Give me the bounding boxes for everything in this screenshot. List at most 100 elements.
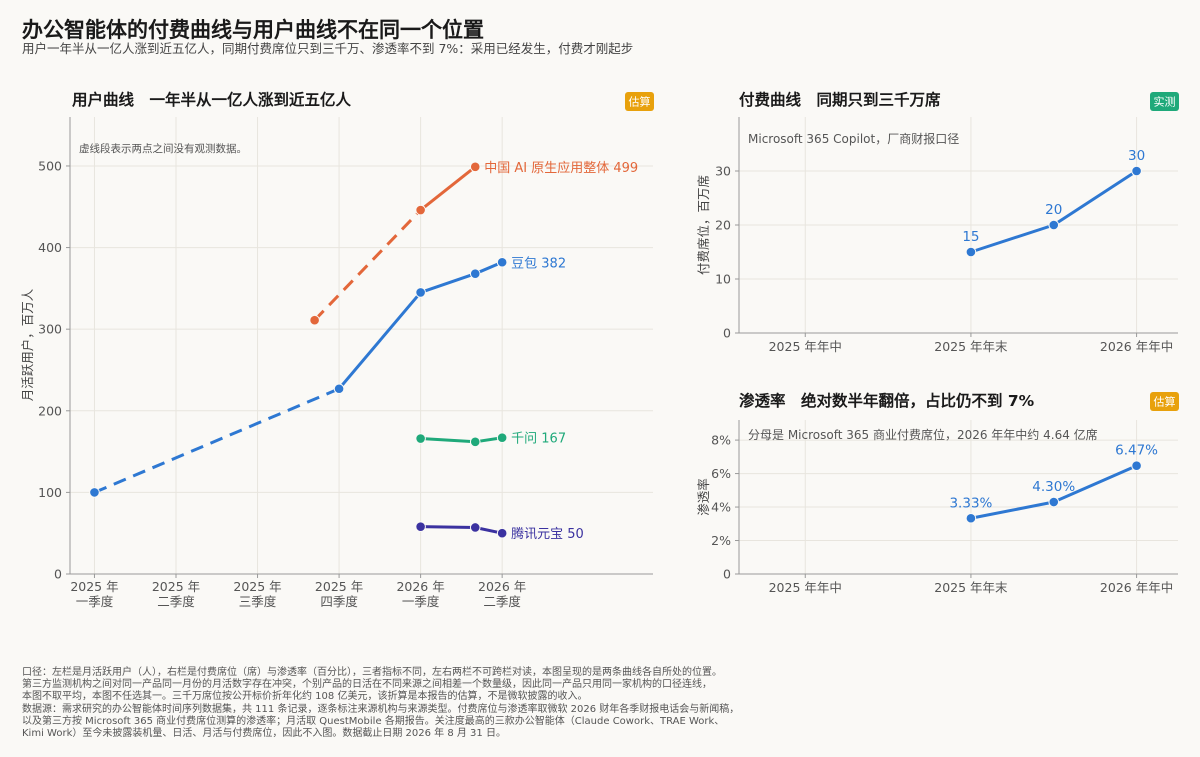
data-point <box>415 521 426 532</box>
x-tick-label-line: 2026 年 <box>478 579 526 594</box>
x-tick-label: 2025 年二季度 <box>152 579 200 609</box>
footer-line: 口径：左栏是月活跃用户（人），右栏是付费席位（席）与渗透率（百分比），三者指标不… <box>22 667 722 678</box>
panel-title: 用户曲线 一年半从一亿人涨到近五亿人 <box>72 90 352 109</box>
panel-title: 付费曲线 同期只到三千万席 <box>739 90 941 109</box>
x-tick-label-line: 三季度 <box>239 594 277 609</box>
data-point <box>965 512 977 524</box>
x-tick-label-line: 一季度 <box>76 594 114 609</box>
footer-line: 第三方监测机构之间对同一产品同一月份的月活数字存在冲突，个别产品的日活在不同来源… <box>22 679 712 691</box>
panel-note: 虚线段表示两点之间没有观测数据。 <box>79 142 247 155</box>
data-point <box>415 287 426 298</box>
footer-line: 数据源：需求研究的办公智能体时间序列数据集，共 111 条记录，逐条标注来源机构… <box>22 703 740 715</box>
y-tick-label: 10 <box>715 272 731 287</box>
panel-penetration: 0 2% 4% 6% 8% 2025 年年中 2025 年年末 2026 年年中 渗透率 绝对数… <box>696 391 1179 595</box>
x-tick-label: 2026 年二季度 <box>478 579 526 609</box>
x-tick-label: 2025 年年中 <box>769 339 842 354</box>
x-tick-label: 2025 年年末 <box>934 339 1008 354</box>
panel-badge-label: 估算 <box>1154 395 1176 409</box>
y-tick-label: 20 <box>715 218 731 233</box>
y-tick-label: 300 <box>38 322 62 337</box>
x-tick-label: 2025 年年中 <box>769 580 842 595</box>
panel-note: 分母是 Microsoft 365 商业付费席位，2026 年年中约 4.64 … <box>748 427 1098 442</box>
y-tick-label: 0 <box>723 567 731 582</box>
y-axis-title: 付费席位，百万席 <box>696 175 711 275</box>
data-label: 30 <box>1128 148 1145 164</box>
footer-line: 本图不取平均，本图不任选其一。三千万席位按公开标价折年化约 108 亿美元，该折… <box>22 691 588 703</box>
panel-note: Microsoft 365 Copilot，厂商财报口径 <box>748 131 959 146</box>
series-line-dashed <box>313 208 422 322</box>
x-tick-label-line: 2025 年 <box>152 579 200 594</box>
data-point <box>469 522 481 533</box>
x-tick-label-line: 2025 年 <box>233 579 281 594</box>
data-point <box>309 314 320 326</box>
x-tick-label: 2025 年年末 <box>934 580 1008 595</box>
data-point <box>415 433 426 444</box>
series-end-label: 腾讯元宝 50 <box>511 526 584 542</box>
chart-title: 办公智能体的付费曲线与用户曲线不在同一个位置 <box>22 18 484 42</box>
x-tick-label-line: 二季度 <box>483 594 521 609</box>
x-tick-label-line: 2025 年 <box>315 579 363 594</box>
data-point <box>496 256 508 268</box>
series-line <box>420 436 503 444</box>
y-tick-label: 8% <box>711 433 731 448</box>
data-point <box>1048 219 1060 231</box>
panel-badge <box>1150 392 1179 411</box>
x-tick-label-line: 2026 年 <box>396 579 444 594</box>
series-line <box>337 260 503 390</box>
data-label: 6.47% <box>1115 443 1158 459</box>
panel-title: 渗透率 绝对数半年翻倍，占比仍不到 7% <box>739 391 1035 410</box>
x-tick-label: 2026 年年中 <box>1100 339 1173 354</box>
x-tick-label: 2025 年一季度 <box>70 579 118 609</box>
series-line <box>420 525 503 535</box>
data-label: 20 <box>1045 202 1062 218</box>
y-tick-label: 0 <box>54 567 62 582</box>
panel-seats: 0 10 20 30 2025 年年中 2025 年年末 2026 年年中 付费曲线 同期只到… <box>696 90 1179 354</box>
y-tick-label: 6% <box>711 466 731 481</box>
data-point <box>965 246 977 258</box>
x-tick-label-line: 2025 年 <box>70 579 118 594</box>
footer-line: 以及第三方按 Microsoft 365 商业付费席位测算的渗透率；月活取 Qu… <box>22 715 725 727</box>
data-point <box>469 436 481 448</box>
data-point <box>496 432 508 444</box>
y-tick-label: 30 <box>715 164 731 179</box>
data-label: 3.33% <box>949 495 992 511</box>
y-tick-label: 200 <box>38 403 62 418</box>
series-end-label: 中国 AI 原生应用整体 499 <box>484 160 638 176</box>
series-line-dashed <box>93 387 340 494</box>
x-tick-label: 2026 年年中 <box>1100 580 1173 595</box>
series-end-label: 千问 167 <box>511 432 566 447</box>
x-tick-label: 2026 年一季度 <box>396 579 444 609</box>
data-point <box>469 268 481 279</box>
footer-line: Kimi Work）至今未披露装机量、日活、月活与付费席位，因此不入图。数据截止… <box>22 728 506 740</box>
data-point <box>1048 496 1060 508</box>
panel-badge-label: 实测 <box>1154 95 1176 109</box>
y-tick-label: 500 <box>38 158 62 173</box>
panel-badge <box>1150 92 1179 111</box>
footer-notes: 口径：左栏是月活跃用户（人），右栏是付费席位（席）与渗透率（百分比），三者指标不… <box>22 667 1182 740</box>
data-point <box>496 527 508 539</box>
x-tick-label-line: 一季度 <box>402 594 440 609</box>
y-tick-label: 2% <box>711 533 731 548</box>
x-tick-label-line: 四季度 <box>320 594 358 609</box>
series-end-label: 豆包 382 <box>511 256 566 271</box>
x-tick-label: 2025 年三季度 <box>233 579 281 609</box>
data-point <box>469 161 481 173</box>
y-axis-title: 月活跃用户，百万人 <box>20 288 35 401</box>
panel-badge <box>625 92 654 111</box>
data-label: 15 <box>962 229 979 245</box>
data-point <box>89 487 100 498</box>
y-tick-label: 0 <box>723 326 731 341</box>
y-tick-label: 400 <box>38 240 62 255</box>
x-tick-label-line: 二季度 <box>157 594 195 609</box>
chart-subtitle: 用户一年半从一亿人涨到近五亿人，同期付费席位只到三千万、渗透率不到 7%：采用已… <box>22 41 634 56</box>
data-point <box>1131 460 1142 471</box>
data-label: 4.30% <box>1032 479 1075 495</box>
data-point <box>1131 165 1142 177</box>
series-line <box>419 165 477 212</box>
data-point <box>415 204 426 216</box>
y-axis-title: 渗透率 <box>696 478 711 516</box>
data-point <box>333 383 345 395</box>
x-tick-label: 2025 年四季度 <box>315 579 363 609</box>
